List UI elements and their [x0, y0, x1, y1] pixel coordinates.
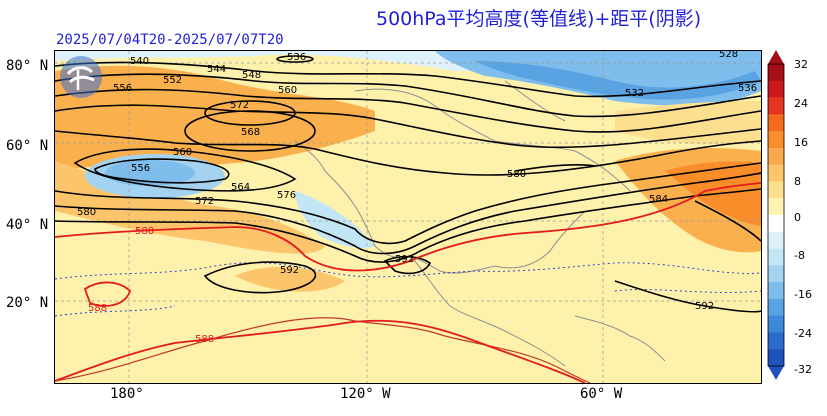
- map-title: 500hPa平均高度(等值线)+距平(阴影): [376, 8, 702, 30]
- negative-anomaly-trough: [295, 191, 375, 248]
- cma-logo-icon: [60, 56, 102, 98]
- contour-label: 564: [231, 182, 250, 193]
- contour-label: 572: [230, 100, 249, 111]
- colorbar: [767, 50, 785, 380]
- contour-label: 536: [738, 83, 757, 94]
- colorbar-segment: [768, 147, 784, 165]
- lon-label-120w: 120° W: [340, 386, 391, 402]
- contour-label: 580: [507, 169, 526, 180]
- colorbar-tick: -24: [794, 327, 812, 340]
- contour-label: 588: [195, 334, 214, 345]
- graticule: [55, 51, 761, 383]
- colorbar-segment: [768, 198, 784, 216]
- contour-label: 532: [625, 88, 644, 99]
- colorbar-segment: [768, 332, 784, 350]
- colorbar-segment: [768, 181, 784, 199]
- colorbar-frame: [767, 63, 785, 367]
- contour-label: 528: [719, 51, 738, 60]
- colorbar-segment: [768, 248, 784, 266]
- map-canvas: 540 552 544 548 536 556 532 536 572 560 …: [55, 51, 761, 383]
- contour-label: 588: [135, 226, 154, 237]
- colorbar-segment: [768, 282, 784, 300]
- colorbar-segment: [768, 298, 784, 316]
- colorbar-segment: [768, 97, 784, 115]
- zero-anomaly-contour: [55, 262, 761, 317]
- colorbar-tick: -32: [794, 363, 812, 376]
- lat-label-20n: 20° N: [6, 295, 49, 311]
- colorbar-segment: [768, 349, 784, 367]
- contour-label: 560: [278, 85, 297, 96]
- contour-label: 592: [395, 254, 414, 265]
- contour-label: 584: [649, 194, 668, 205]
- contour-label: 544: [207, 64, 226, 75]
- colorbar-tick: 16: [794, 136, 808, 149]
- contour-label: 556: [113, 83, 132, 94]
- colorbar-tick: 32: [794, 58, 808, 71]
- contour-label: 536: [287, 52, 306, 63]
- lat-label-40n: 40° N: [6, 217, 49, 233]
- contour-label: 592: [695, 301, 714, 312]
- colorbar-tick: -16: [794, 288, 812, 301]
- colorbar-segment: [768, 315, 784, 333]
- lon-label-60w: 60° W: [580, 386, 623, 402]
- colorbar-tick: 8: [794, 175, 801, 188]
- colorbar-segment: [768, 164, 784, 182]
- contour-label: 568: [241, 127, 260, 138]
- height-contours: [55, 55, 761, 313]
- contour-label: 540: [130, 56, 149, 67]
- contour-label: 588: [88, 303, 107, 314]
- colorbar-segment: [768, 265, 784, 283]
- coastlines: [294, 80, 666, 367]
- time-range: 2025/07/04T20-2025/07/07T20: [56, 32, 284, 48]
- contour-588: [55, 182, 761, 383]
- coast-south: [55, 317, 591, 383]
- colorbar-tick: 24: [794, 97, 808, 110]
- negative-anomaly-deep: [475, 61, 761, 100]
- contour-label: 592: [280, 265, 299, 276]
- lat-label-60n: 60° N: [6, 138, 49, 154]
- colorbar-segment: [768, 231, 784, 249]
- map-panel: 540 552 544 548 536 556 532 536 572 560 …: [54, 50, 762, 384]
- colorbar-segment: [768, 215, 784, 233]
- contour-label: 552: [163, 75, 182, 86]
- contour-label: 548: [242, 70, 261, 81]
- contour-label: 556: [131, 163, 150, 174]
- colorbar-segment: [768, 64, 784, 82]
- colorbar-segment: [768, 131, 784, 149]
- contour-label: 572: [195, 196, 214, 207]
- contour-label: 576: [277, 190, 296, 201]
- colorbar-min-arrow: [768, 366, 784, 380]
- colorbar-segment: [768, 114, 784, 132]
- colorbar-tick: 0: [794, 211, 801, 224]
- contour-label: 580: [77, 207, 96, 218]
- colorbar-max-arrow: [768, 50, 784, 64]
- contour-label: 560: [173, 147, 192, 158]
- colorbar-tick: -8: [794, 249, 805, 262]
- lat-label-80n: 80° N: [6, 58, 49, 74]
- lon-label-180: 180°: [110, 386, 144, 402]
- positive-anomaly-subtropic: [235, 266, 345, 292]
- colorbar-segment: [768, 80, 784, 98]
- contour-labels: 540 552 544 548 536 556 532 536 572 560 …: [77, 51, 757, 345]
